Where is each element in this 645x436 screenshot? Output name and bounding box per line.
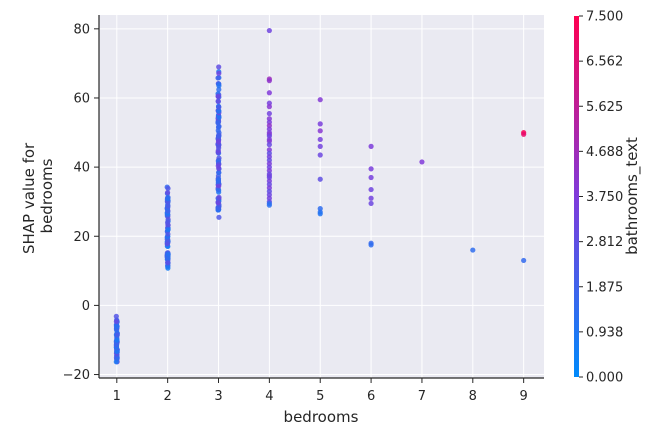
data-point xyxy=(114,337,120,343)
colorbar-tick-label: 1.875 xyxy=(586,280,623,295)
y-ticks: −20 0 20 40 60 80 xyxy=(63,22,99,383)
data-point xyxy=(317,211,323,217)
data-point xyxy=(215,176,222,182)
data-point xyxy=(317,136,323,143)
data-point xyxy=(216,143,222,149)
data-point xyxy=(317,121,323,127)
data-point xyxy=(165,185,171,192)
data-point xyxy=(164,241,170,247)
x-ticks: 1 2 3 4 5 6 7 8 9 xyxy=(113,378,528,404)
data-point xyxy=(216,64,222,70)
data-point xyxy=(215,200,221,206)
colorbar-label: bathrooms_text xyxy=(623,137,642,255)
data-point xyxy=(215,139,222,145)
data-point xyxy=(317,176,323,182)
x-tick-label: 2 xyxy=(164,389,172,404)
data-point xyxy=(266,27,272,34)
data-point xyxy=(266,78,272,84)
data-point xyxy=(216,86,222,93)
data-point xyxy=(419,159,425,165)
data-point xyxy=(368,166,374,172)
x-tick-label: 9 xyxy=(520,389,528,404)
data-point xyxy=(317,143,323,149)
colorbar-tick-label: 7.500 xyxy=(586,10,623,25)
data-point xyxy=(266,202,272,208)
data-point xyxy=(368,200,374,207)
data-point xyxy=(165,203,171,209)
x-tick-label: 7 xyxy=(418,389,426,404)
data-point xyxy=(216,214,222,220)
y-tick-label: 40 xyxy=(73,161,90,176)
data-point xyxy=(215,127,221,134)
y-tick-label: 60 xyxy=(73,91,90,106)
data-point xyxy=(266,90,272,96)
data-point xyxy=(216,183,222,189)
x-axis-label: bedrooms xyxy=(284,408,359,426)
data-point xyxy=(216,170,222,176)
y-axis-label-line-2: bedrooms xyxy=(38,158,56,233)
x-tick-label: 3 xyxy=(214,389,222,404)
data-point xyxy=(113,318,120,325)
data-point xyxy=(266,142,272,148)
x-tick-label: 5 xyxy=(316,389,324,404)
data-point xyxy=(216,104,222,110)
data-point xyxy=(368,174,374,181)
data-point xyxy=(215,163,221,169)
plot-area xyxy=(99,15,544,378)
colorbar xyxy=(574,16,579,377)
data-point xyxy=(368,186,374,193)
data-point xyxy=(368,242,374,248)
y-tick-label: −20 xyxy=(63,368,90,383)
data-point xyxy=(165,231,171,237)
x-tick-label: 6 xyxy=(367,389,375,404)
y-axis-label: SHAP value for bedrooms xyxy=(20,138,56,254)
data-point xyxy=(470,247,476,253)
data-point xyxy=(114,332,120,338)
colorbar-tick-label: 0.938 xyxy=(586,325,623,340)
y-tick-label: 80 xyxy=(73,22,90,37)
axes xyxy=(98,15,544,379)
colorbar-ticks: 0.000 0.938 1.875 2.812 3.750 4.688 5.625 6.562… xyxy=(579,10,623,386)
data-point xyxy=(165,196,171,202)
data-point xyxy=(215,98,221,104)
y-axis-label-line-1: SHAP value for xyxy=(20,142,38,254)
colorbar-tick-label: 4.688 xyxy=(586,145,623,160)
x-tick-label: 1 xyxy=(113,389,121,404)
data-point xyxy=(317,97,323,103)
data-point xyxy=(266,104,272,110)
scatter-points xyxy=(113,27,527,365)
data-point xyxy=(165,260,171,266)
colorbar-tick-label: 3.750 xyxy=(586,190,623,205)
colorbar-tick-label: 5.625 xyxy=(586,100,623,115)
data-point xyxy=(317,152,323,158)
colorbar-tick-label: 2.812 xyxy=(586,235,623,250)
data-point xyxy=(368,195,374,201)
data-point xyxy=(215,119,221,126)
data-point xyxy=(215,133,222,139)
data-point xyxy=(216,70,222,76)
data-point xyxy=(368,143,374,149)
colorbar-tick-label: 0.000 xyxy=(586,371,623,386)
data-point xyxy=(216,114,222,121)
data-point xyxy=(113,313,119,319)
y-tick-label: 20 xyxy=(73,230,90,245)
data-point xyxy=(216,83,222,89)
data-point xyxy=(317,128,323,134)
data-point xyxy=(164,190,171,196)
data-point xyxy=(215,75,221,81)
x-tick-label: 4 xyxy=(265,389,273,404)
data-point xyxy=(165,226,171,233)
x-tick-label: 8 xyxy=(469,389,477,404)
data-point xyxy=(165,251,171,257)
colorbar-tick-label: 6.562 xyxy=(586,55,623,70)
data-point xyxy=(266,110,272,117)
data-point xyxy=(521,131,527,137)
data-point xyxy=(114,348,120,355)
data-point xyxy=(216,194,222,200)
data-point xyxy=(521,257,527,264)
data-point xyxy=(215,93,221,99)
data-point xyxy=(216,108,222,114)
y-tick-label: 0 xyxy=(82,299,90,314)
